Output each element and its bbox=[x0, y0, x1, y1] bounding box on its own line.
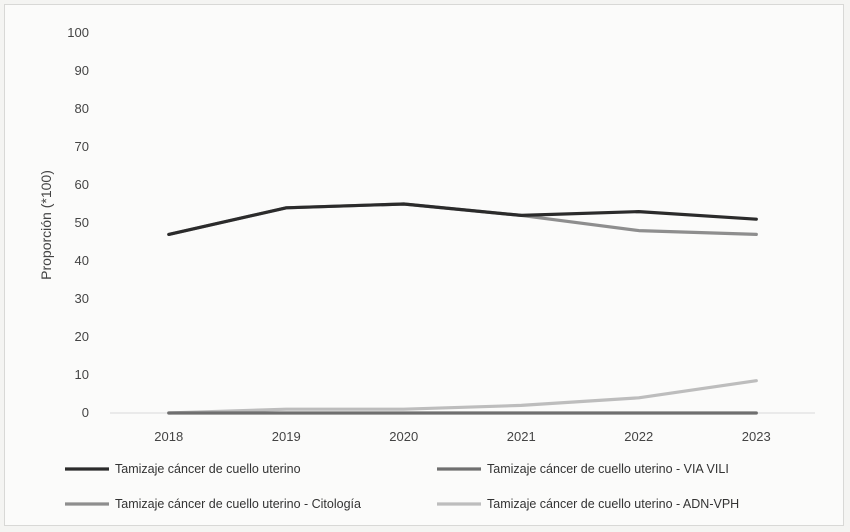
series-lines bbox=[167, 202, 758, 415]
y-tick-label: 100 bbox=[67, 25, 89, 40]
y-tick-label: 40 bbox=[75, 253, 89, 268]
y-axis-ticks: 0 10 20 30 40 50 60 70 80 90 100 bbox=[67, 25, 89, 420]
x-tick-label: 2021 bbox=[507, 429, 536, 444]
x-tick-label: 2022 bbox=[624, 429, 653, 444]
legend-entry: Tamizaje cáncer de cuello uterino - ADN-… bbox=[487, 497, 739, 511]
y-tick-label: 70 bbox=[75, 139, 89, 154]
x-axis-ticks: 2018 2019 2020 2021 2022 2023 bbox=[154, 429, 770, 444]
series-line-1 bbox=[167, 202, 758, 236]
y-tick-label: 20 bbox=[75, 329, 89, 344]
series-line-4 bbox=[167, 379, 758, 415]
legend-entry: Tamizaje cáncer de cuello uterino bbox=[115, 462, 301, 476]
chart-frame: Proporción (*100) 0 10 20 30 40 50 60 70 80 90 100… bbox=[4, 4, 844, 526]
x-tick-label: 2018 bbox=[154, 429, 183, 444]
y-tick-label: 0 bbox=[82, 405, 89, 420]
y-tick-label: 10 bbox=[75, 367, 89, 382]
y-tick-label: 60 bbox=[75, 177, 89, 192]
y-tick-label: 30 bbox=[75, 291, 89, 306]
y-tick-label: 90 bbox=[75, 63, 89, 78]
line-chart: Proporción (*100) 0 10 20 30 40 50 60 70 80 90 100… bbox=[38, 25, 815, 511]
x-tick-label: 2020 bbox=[389, 429, 418, 444]
legend: Tamizaje cáncer de cuello uterino Tamizaj… bbox=[65, 462, 739, 511]
y-tick-label: 50 bbox=[75, 215, 89, 230]
legend-entry: Tamizaje cáncer de cuello uterino - VIA … bbox=[487, 462, 729, 476]
legend-entry: Tamizaje cáncer de cuello uterino - Cito… bbox=[115, 497, 361, 511]
y-tick-label: 80 bbox=[75, 101, 89, 116]
y-axis-label: Proporción (*100) bbox=[38, 170, 54, 280]
x-tick-label: 2019 bbox=[272, 429, 301, 444]
x-tick-label: 2023 bbox=[742, 429, 771, 444]
